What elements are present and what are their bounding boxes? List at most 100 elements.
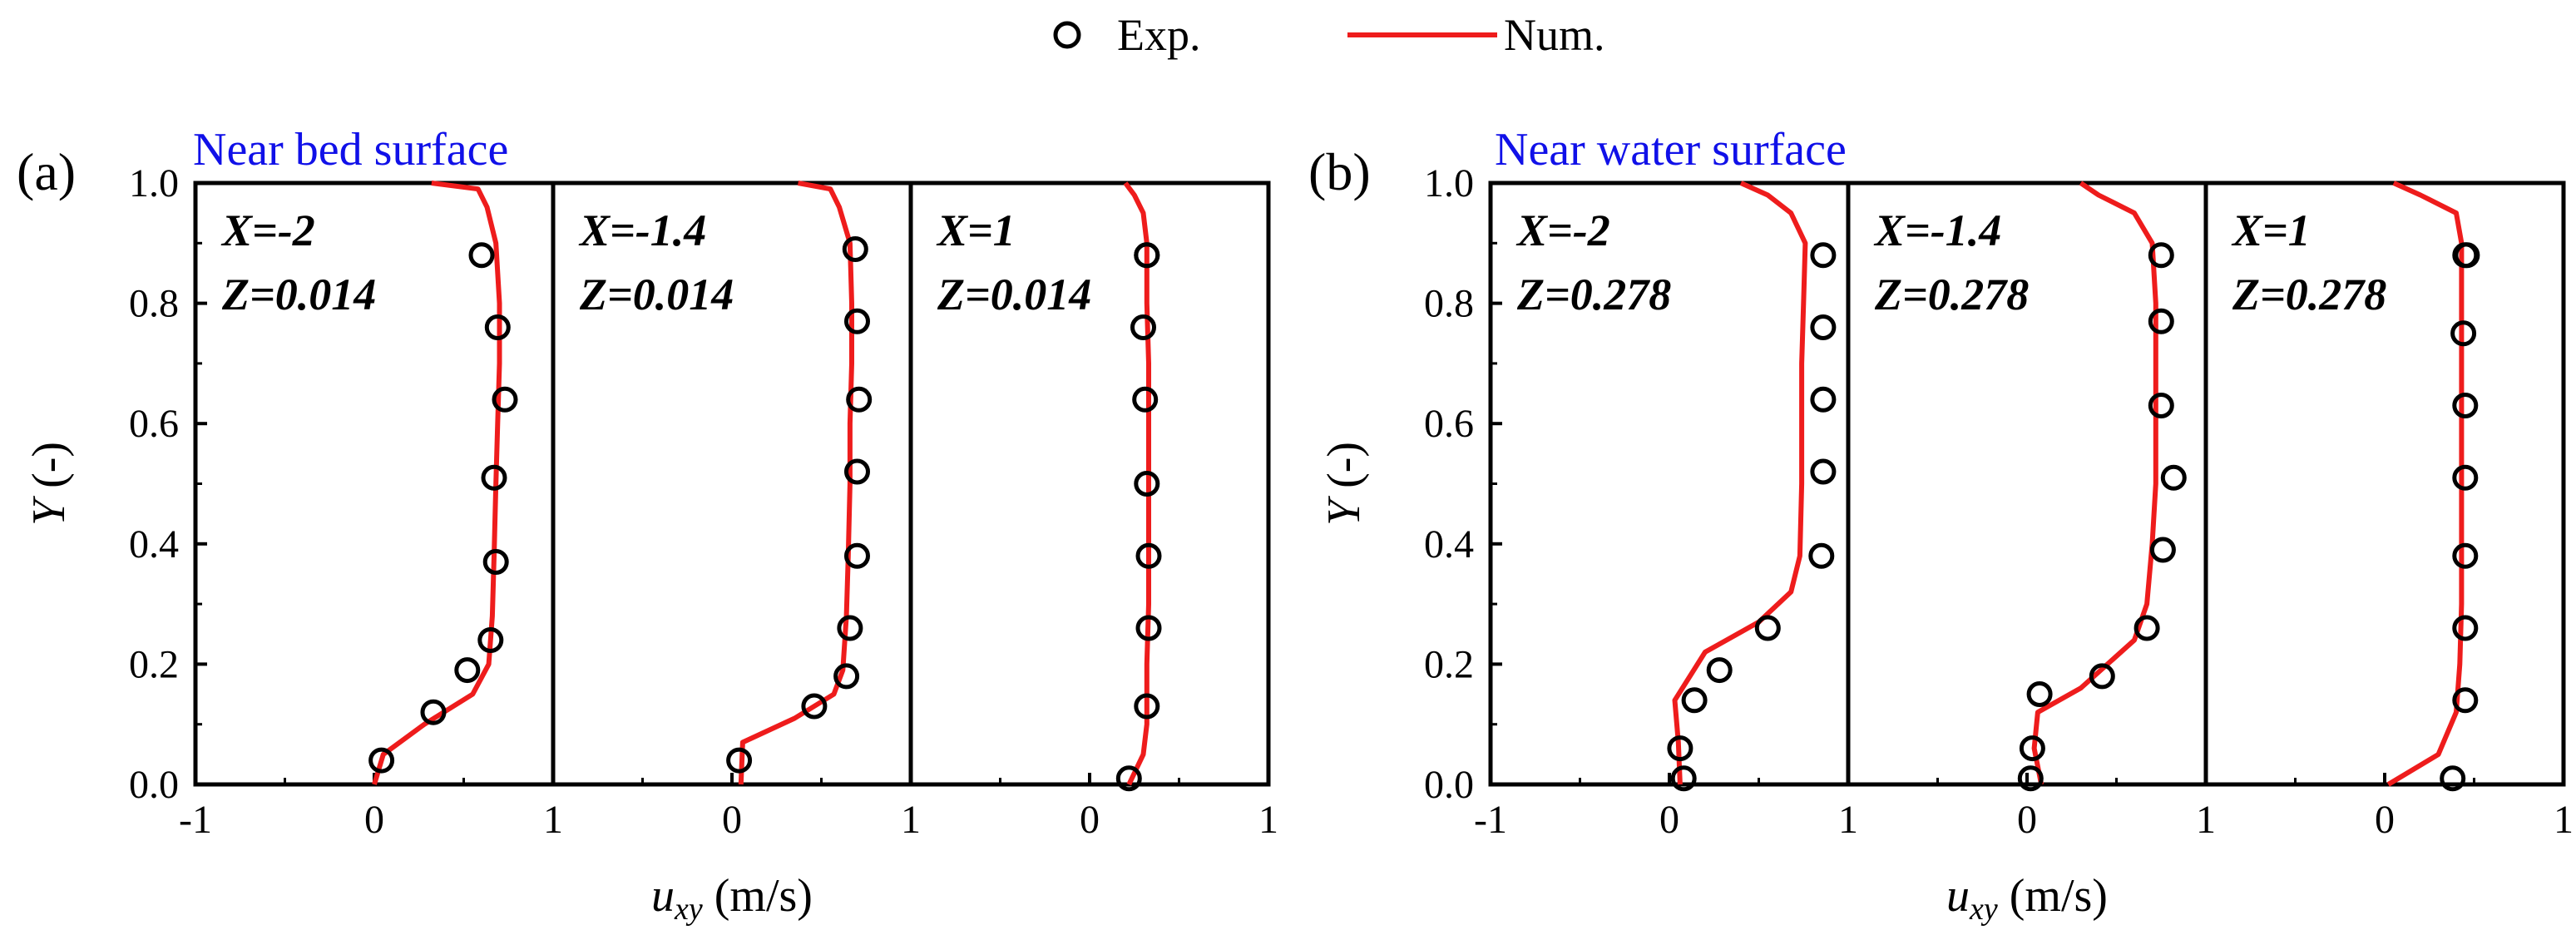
legend: Exp. Num.	[1053, 10, 1605, 60]
panel-label: (b)	[1308, 142, 1371, 201]
exp-point	[2452, 542, 2479, 569]
exp-point	[482, 549, 509, 575]
exp-point	[1810, 314, 1837, 340]
y-tick-label: 0.6	[129, 402, 179, 446]
x-tick-label: 0	[2017, 798, 2037, 842]
exp-point	[2452, 687, 2479, 714]
position-x-label: X=-1.4	[1873, 205, 2001, 255]
y-tick-label: 0.2	[1424, 642, 1474, 686]
num-series-line	[2386, 181, 2465, 787]
x-axis-label-var: u	[651, 870, 675, 922]
y-tick-label: 0.0	[1424, 763, 1474, 807]
y-axis-label: Y (-)	[1318, 442, 1370, 526]
exp-point	[846, 386, 873, 413]
legend-exp-label: Exp.	[1117, 10, 1201, 60]
legend-exp-marker	[1053, 21, 1081, 49]
x-tick-label: 1	[2554, 798, 2574, 842]
subplot-2: 0 1 X=-1.4 Z=0.014	[551, 181, 921, 842]
exp-point	[1670, 765, 1697, 792]
x-tick-label: 0	[1659, 798, 1679, 842]
position-z-label: Z=0.278	[1874, 270, 2029, 319]
y-tick-label: 1.0	[1424, 161, 1474, 205]
x-tick-label: 0	[364, 798, 384, 842]
x-axis-label-sub: xy	[674, 892, 703, 927]
position-z-label: Z=0.014	[221, 270, 376, 319]
position-z-label: Z=0.278	[2232, 270, 2386, 319]
exp-point	[844, 308, 870, 334]
exp-point	[2452, 615, 2479, 641]
x-tick-label: 1	[1838, 798, 1858, 842]
y-tick-label: 0.8	[1424, 282, 1474, 326]
num-series-line	[2031, 181, 2158, 785]
panels: (a) Near bed surface Y (-) 0.0 0.2 0.4 0.6 0.8 1…	[17, 124, 2574, 927]
y-tick-label: 0.8	[129, 282, 179, 326]
exp-point	[2452, 393, 2479, 418]
exp-point	[1810, 242, 1837, 269]
exp-point	[1130, 314, 1156, 340]
exp-point	[844, 458, 870, 485]
exp-point	[2149, 537, 2176, 563]
exp-point	[2148, 308, 2174, 334]
exp-point	[1134, 471, 1160, 497]
exp-point	[481, 464, 507, 491]
x-axis-label-sub: xy	[1969, 892, 1998, 927]
y-tick-label: 0.6	[1424, 402, 1474, 446]
subplot-3: 0 1 X=1 Z=0.014	[908, 181, 1278, 842]
exp-point	[2019, 735, 2045, 762]
exp-point	[454, 657, 481, 684]
position-x-label: X=-2	[1515, 205, 1610, 255]
exp-point	[2440, 765, 2466, 792]
num-series-line	[372, 181, 502, 785]
exp-point	[2452, 464, 2479, 491]
panel-title: Near water surface	[1495, 124, 1847, 176]
subplot-3: 0 1 X=1 Z=0.278	[2203, 181, 2574, 842]
position-z-label: Z=0.014	[937, 270, 1091, 319]
exp-point	[1706, 657, 1733, 684]
exp-point	[1810, 458, 1837, 485]
exp-point	[2148, 393, 2174, 418]
exp-point	[2160, 464, 2187, 491]
y-axis-label: Y (-)	[23, 442, 75, 526]
exp-point	[1134, 242, 1160, 269]
exp-point	[1134, 693, 1160, 720]
subplot-2: 0 1 X=-1.4 Z=0.278	[1846, 181, 2216, 842]
x-axis-label-var: u	[1946, 870, 1970, 922]
exp-point	[492, 386, 518, 413]
exp-point	[1115, 765, 1142, 792]
exp-point	[1808, 542, 1835, 569]
legend-num-label: Num.	[1504, 10, 1605, 60]
exp-point	[1135, 542, 1162, 569]
x-axis-label: uxy (m/s)	[1946, 870, 2108, 927]
position-z-label: Z=0.278	[1516, 270, 1671, 319]
x-tick-label: 0	[2375, 798, 2395, 842]
exp-point	[1810, 386, 1837, 413]
exp-point	[420, 699, 447, 725]
exp-point	[1754, 615, 1781, 641]
exp-point	[484, 314, 511, 340]
y-tick-label: 1.0	[129, 161, 179, 205]
exp-point	[726, 747, 753, 774]
subplot-1: -1 0 1 X=-2 Z=0.014	[179, 181, 563, 842]
exp-point	[2454, 242, 2480, 269]
x-tick-label: 1	[2196, 798, 2216, 842]
subplot-1: -1 0 1 X=-2 Z=0.278	[1474, 181, 1858, 842]
position-x-label: X=1	[936, 205, 1016, 255]
num-series-line	[1672, 181, 1808, 785]
exp-point	[368, 747, 395, 774]
panel-label: (a)	[17, 142, 76, 201]
position-x-label: X=-1.4	[578, 205, 706, 255]
exp-point	[801, 693, 828, 720]
y-tick-label: 0.4	[129, 522, 179, 566]
exp-point	[2133, 615, 2160, 641]
exp-point	[1681, 687, 1708, 714]
x-tick-label: 0	[722, 798, 742, 842]
exp-point	[1135, 615, 1162, 641]
exp-point	[2089, 663, 2115, 690]
x-tick-label: 1	[543, 798, 563, 842]
x-axis-label-unit: (m/s)	[1998, 870, 2108, 922]
exp-point	[837, 615, 863, 641]
exp-point	[2026, 681, 2053, 707]
y-tick-label: 0.0	[129, 763, 179, 807]
y-axis-label-unit: (-)	[1318, 442, 1370, 500]
